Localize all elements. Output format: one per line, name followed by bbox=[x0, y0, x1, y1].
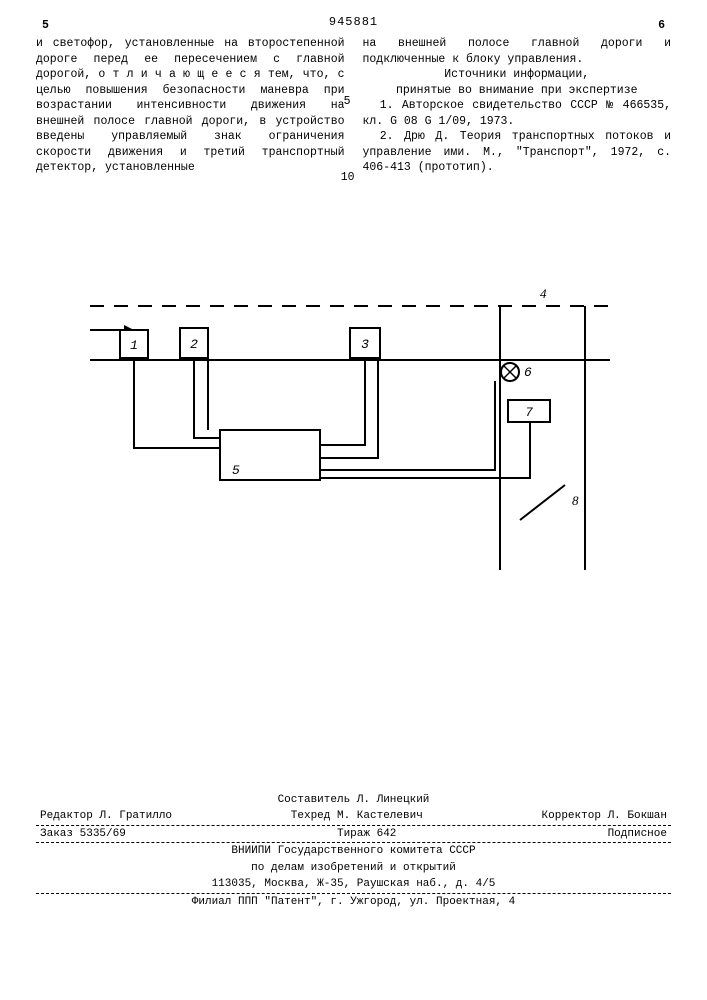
claim-end-text: на внешней полосе главной дороги и подкл… bbox=[363, 36, 672, 67]
svg-text:5: 5 bbox=[232, 463, 240, 478]
subscription-label: Подписное bbox=[608, 826, 667, 843]
svg-text:2: 2 bbox=[190, 337, 198, 352]
line-marker-5: 5 bbox=[344, 94, 351, 110]
editor-name: Л. Гратилло bbox=[99, 810, 172, 822]
publisher-line-2: по делам изобретений и открытий bbox=[36, 860, 671, 877]
node-1: 1 bbox=[120, 330, 148, 358]
text-columns: 5 и светофор, установленные на второсте­… bbox=[36, 36, 671, 176]
label-8: 8 bbox=[572, 493, 579, 508]
publisher-line-1: ВНИИПИ Государственного комитета СССР bbox=[36, 843, 671, 860]
column-number-5: 5 bbox=[42, 18, 49, 34]
svg-text:1: 1 bbox=[130, 338, 138, 353]
corrector-name: Л. Бокшан bbox=[608, 810, 667, 822]
editor-label: Редактор bbox=[40, 810, 93, 822]
tech-name: М. Кастелевич bbox=[337, 810, 423, 822]
publisher-address-2: Филиал ППП "Патент", г. Ужгород, ул. Про… bbox=[36, 894, 671, 911]
label-4: 4 bbox=[540, 286, 547, 301]
node-2: 2 bbox=[180, 328, 208, 358]
order-label: Заказ bbox=[40, 828, 73, 840]
order-value: 5335/69 bbox=[80, 828, 126, 840]
line-marker-10: 10 bbox=[341, 170, 355, 186]
column-right: 6 на внешней полосе главной дороги и под… bbox=[363, 36, 672, 176]
claim-continued-text: и светофор, установленные на второсте­пе… bbox=[36, 36, 345, 176]
compiler-label: Составитель bbox=[278, 794, 351, 806]
reference-1: 1. Авторское свидетельство СССР № 466535… bbox=[363, 98, 672, 129]
traffic-light-icon: 6 bbox=[501, 363, 532, 381]
tirazh-value: 642 bbox=[377, 828, 397, 840]
node-7: 7 bbox=[508, 400, 550, 422]
compiler-name: Л. Линецкий bbox=[357, 794, 430, 806]
label-6: 6 bbox=[524, 365, 532, 380]
document-number: 945881 bbox=[36, 14, 671, 30]
tech-label: Техред bbox=[291, 810, 331, 822]
publisher-address-1: 113035, Москва, Ж-35, Раушская наб., д. … bbox=[36, 876, 671, 894]
node-5: 5 bbox=[220, 430, 320, 480]
references-heading: Источники информации, принятые во вниман… bbox=[363, 67, 672, 98]
column-left: 5 и светофор, установленные на второсте­… bbox=[36, 36, 345, 176]
svg-text:3: 3 bbox=[361, 337, 369, 352]
corrector-label: Корректор bbox=[542, 810, 601, 822]
column-number-6: 6 bbox=[658, 18, 665, 34]
reference-2: 2. Дрю Д. Теория транспортных по­токов и… bbox=[363, 129, 672, 176]
node-3: 3 bbox=[350, 328, 380, 358]
svg-text:7: 7 bbox=[525, 405, 533, 420]
schematic-diagram: 4 8 1 2 3 5 bbox=[90, 270, 610, 570]
imprint-footer: Составитель Л. Линецкий Редактор Л. Грат… bbox=[36, 792, 671, 911]
tirazh-label: Тираж bbox=[337, 828, 370, 840]
